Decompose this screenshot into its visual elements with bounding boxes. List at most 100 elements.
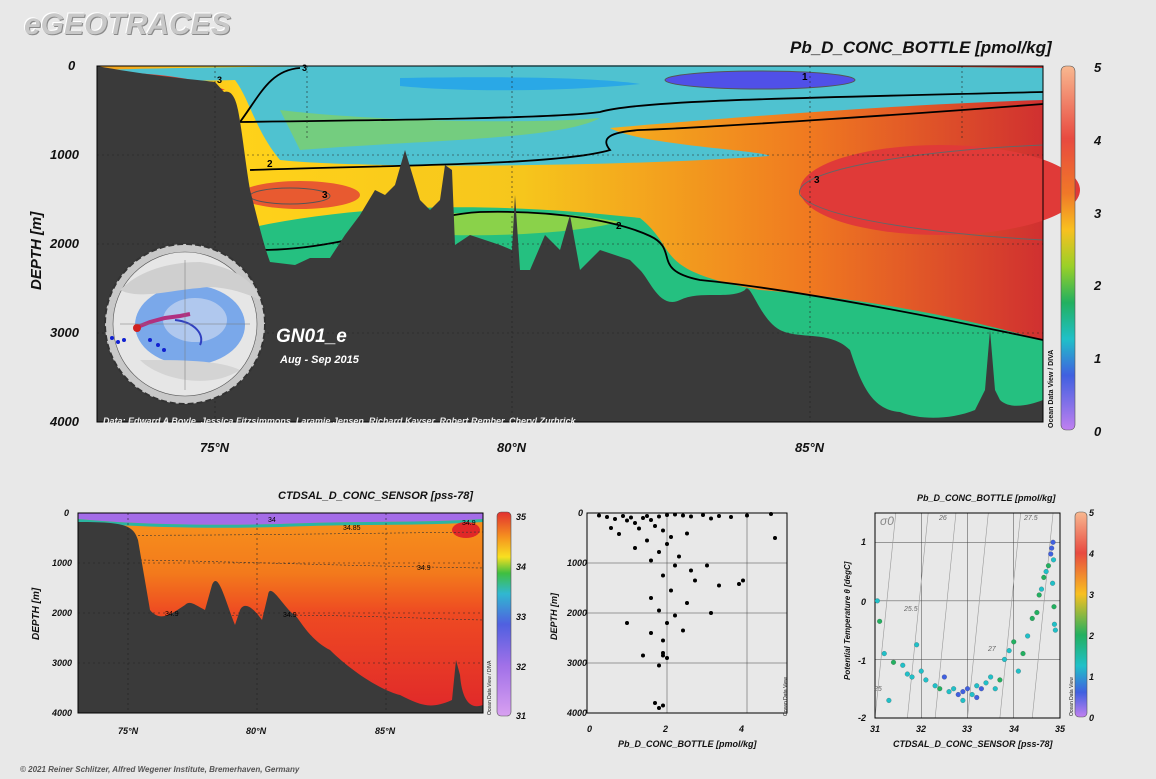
data-point [1049, 545, 1055, 551]
sal-cbar-tick: 31 [516, 711, 527, 721]
sc1-ytick: 3000 [567, 658, 588, 668]
data-point [955, 692, 961, 698]
sal-contour-label: 34.9 [283, 612, 297, 619]
main-watermark: Ocean Data View / DIVA [1048, 349, 1055, 428]
cruise-name: GN01_e [276, 326, 347, 347]
sc1-xtick: 2 [663, 724, 669, 734]
sc1-grid [586, 512, 787, 714]
data-point [649, 558, 653, 563]
main-ylabel: DEPTH [m] [28, 211, 45, 290]
data-point [1034, 610, 1040, 616]
main-ytick-2000: 2000 [50, 236, 79, 251]
data-point [992, 686, 998, 692]
ts-cbar-tick: 2 [1089, 631, 1095, 641]
main-cbar-tick-4: 4 [1094, 133, 1102, 148]
pb-shelf-core [240, 181, 360, 209]
data-point [890, 659, 896, 665]
data-point [661, 528, 665, 533]
data-point [661, 703, 665, 708]
data-point [665, 656, 669, 660]
data-point [645, 538, 649, 543]
main-xtick-80: 80°N [497, 440, 527, 455]
sc1-ytick: 4000 [567, 708, 588, 718]
ts-cbar-tick: 5 [1089, 508, 1095, 518]
main-contour-label: 3 [814, 175, 820, 186]
ts-isopycnal-label: 27.5 [1024, 515, 1038, 522]
data-point [745, 513, 749, 518]
data-point [773, 536, 777, 540]
ts-diagram [874, 511, 1088, 719]
data-point [681, 513, 685, 518]
main-cbar-tick-3: 3 [1094, 206, 1102, 221]
data-point [689, 514, 693, 519]
data-point [974, 695, 980, 701]
data-point [641, 516, 645, 520]
ts-isopycnal-label: 26 [939, 515, 947, 522]
sal-watermark: Ocean Data View / DIVA [487, 660, 493, 715]
data-point [597, 513, 601, 518]
data-point [960, 697, 966, 703]
ts-cbar-tick: 3 [1089, 590, 1095, 600]
ts-cbar-tick: 1 [1089, 672, 1095, 682]
data-point [661, 653, 665, 658]
station-map-inset [104, 243, 266, 405]
data-point [978, 686, 984, 692]
data-point [1048, 551, 1054, 557]
data-point [946, 689, 952, 695]
data-point [932, 683, 938, 689]
main-contour-label: 1 [802, 72, 808, 83]
data-point [709, 611, 713, 615]
data-point [637, 526, 641, 531]
data-point [661, 638, 665, 643]
data-point [665, 542, 669, 546]
ts-cbar-tick: 0 [1089, 713, 1095, 723]
sal-xtick: 75°N [118, 726, 139, 736]
data-point [960, 689, 966, 695]
ts-xtick: 32 [916, 724, 927, 734]
data-point [951, 686, 957, 692]
data-point [1052, 627, 1058, 633]
data-point [621, 514, 625, 518]
data-point [685, 601, 689, 605]
sal-ylabel: DEPTH [m] [31, 587, 42, 640]
contour-3-core [799, 144, 1044, 241]
data-point [1050, 580, 1056, 586]
contour-2-upper [239, 91, 1044, 123]
data-point [937, 686, 943, 692]
salinity-grid [78, 513, 483, 713]
ts-watermark: Ocean Data View [1069, 677, 1075, 716]
ts-density-label: σ0 [880, 514, 894, 528]
ts-isopycnal-label: 27 [988, 646, 996, 653]
contour-2-lower [249, 103, 1044, 171]
sc1-watermark: Ocean Data View [783, 677, 789, 716]
copyright-footer: © 2021 Reiner Schlitzer, Alfred Wegener … [20, 765, 300, 774]
data-point [665, 513, 669, 517]
ts-ytick: -2 [858, 713, 867, 723]
sc1-frame [586, 512, 788, 714]
ts-ytick: 0 [861, 597, 867, 607]
data-point [877, 618, 883, 624]
sc1-ytick: 2000 [567, 608, 588, 618]
data-point [881, 651, 887, 657]
main-cbar-tick-2: 2 [1094, 278, 1102, 293]
pb-min-core [665, 71, 855, 89]
data-point [673, 512, 677, 517]
sal-xtick: 85°N [375, 726, 396, 736]
sal-cbar-tick: 35 [516, 512, 527, 522]
data-point [904, 671, 910, 677]
data-point [657, 608, 661, 613]
data-point [1029, 615, 1035, 621]
main-section-plot [96, 65, 1080, 431]
data-point [737, 582, 741, 586]
data-point [717, 583, 721, 588]
data-point [669, 535, 673, 539]
ts-xtick: 34 [1009, 724, 1020, 734]
sal-xtick: 80°N [246, 726, 267, 736]
pb-depth-scatter [586, 512, 788, 714]
sal-ytick: 4000 [52, 708, 73, 718]
data-point [886, 697, 892, 703]
data-point [983, 680, 989, 686]
data-point [900, 662, 906, 668]
data-point [657, 514, 661, 519]
data-point [997, 677, 1003, 683]
